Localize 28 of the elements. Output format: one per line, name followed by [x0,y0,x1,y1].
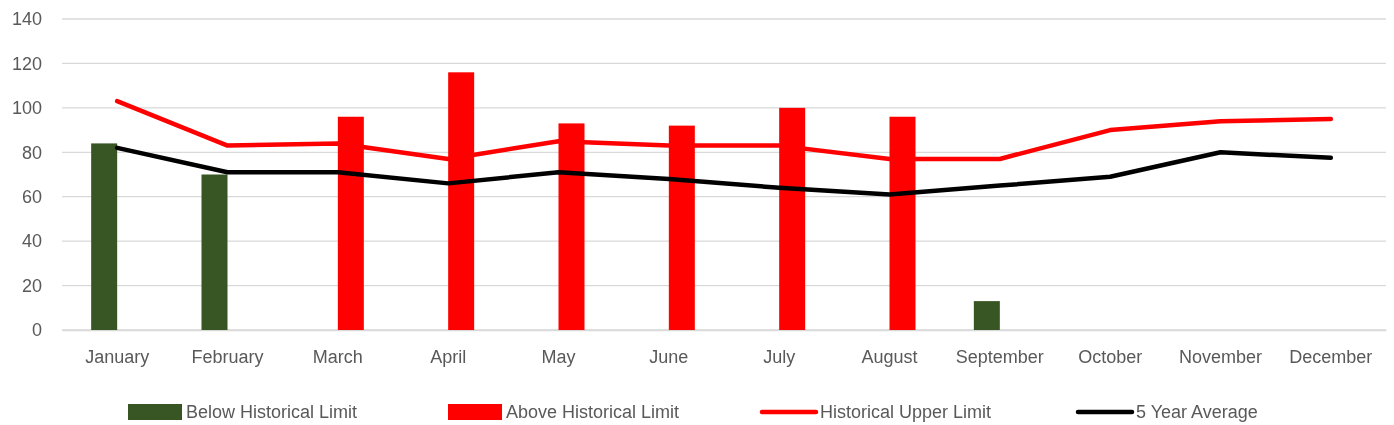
y-tick-label: 40 [21,231,42,252]
y-tick-label: 140 [11,9,42,30]
y-tick-label: 120 [11,53,42,74]
x-tick-label: January [85,346,150,367]
legend-label: Below Historical Limit [186,402,358,423]
x-tick-label: August [861,346,918,367]
bar [201,174,228,330]
x-tick-label: December [1289,346,1373,367]
bar [973,301,1000,330]
x-tick-label: March [312,346,363,367]
y-tick-label: 0 [31,320,42,341]
y-tick-label: 60 [21,186,42,207]
x-tick-label: July [763,346,796,367]
x-tick-label: June [649,346,689,367]
bar [91,143,118,330]
line-series [114,145,1334,197]
x-tick-label: May [541,346,576,367]
x-tick-label: November [1178,346,1263,367]
y-tick-label: 100 [11,98,42,119]
x-tick-label: October [1078,346,1143,367]
legend-label: Above Historical Limit [506,402,680,423]
x-tick-label: February [191,346,264,367]
legend-label: Historical Upper Limit [820,402,992,423]
x-tick-label: September [955,346,1044,367]
y-tick-label: 20 [21,275,42,296]
y-tick-label: 80 [21,142,42,163]
legend-label: 5 Year Average [1136,402,1258,423]
x-tick-label: April [430,346,467,367]
